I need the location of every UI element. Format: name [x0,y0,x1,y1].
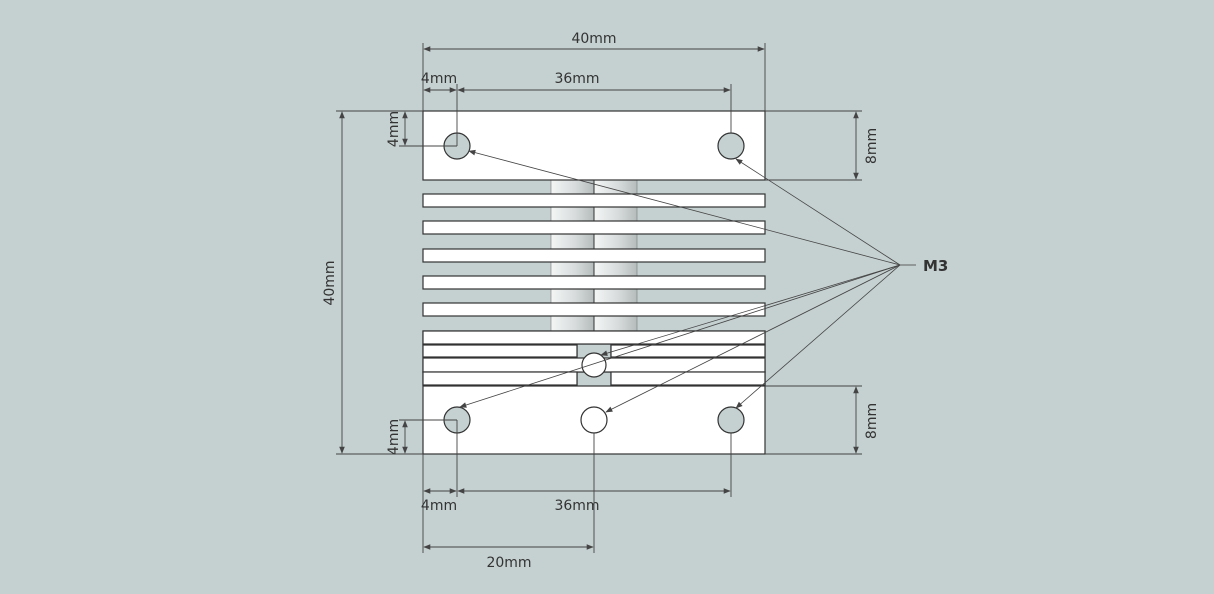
fin [422,248,766,263]
label-top-left-vertical: 4mm [386,111,402,147]
label-center-offset: 20mm [486,555,531,571]
hole-bottom-right [717,406,745,434]
leader-bottom-right [735,264,901,409]
leader-bottom-center [605,264,901,413]
hole-side-center [581,352,607,378]
callout-label: M3 [923,257,948,275]
extension-lines [336,43,862,553]
callout-leaders [459,149,916,413]
label-bottom-offset: 4mm [421,498,457,514]
hole-top-right [717,132,745,160]
leader-side-center [600,264,901,356]
label-top-width: 40mm [571,31,616,47]
fin-left-half [422,344,578,358]
fin [422,275,766,290]
leader-top-left [468,149,901,266]
leader-top-right [735,158,901,266]
label-bottom-spacing: 36mm [554,498,599,514]
fin [422,330,766,345]
label-top-right-height: 8mm [864,128,880,164]
fin [422,302,766,317]
dimension-lines [339,46,859,550]
fin [422,220,766,235]
label-bottom-right-height: 8mm [864,403,880,439]
leader-bottom-left [459,264,901,408]
hole-bottom-center [580,406,608,434]
label-bottom-left-vertical: 4mm [386,419,402,455]
fin-right-half [610,344,766,358]
label-top-offset: 4mm [421,71,457,87]
fin [422,193,766,208]
label-overall-height: 40mm [322,260,338,305]
fin-right-half [610,371,766,386]
top-mounting-plate [422,110,766,181]
label-top-spacing: 36mm [554,71,599,87]
